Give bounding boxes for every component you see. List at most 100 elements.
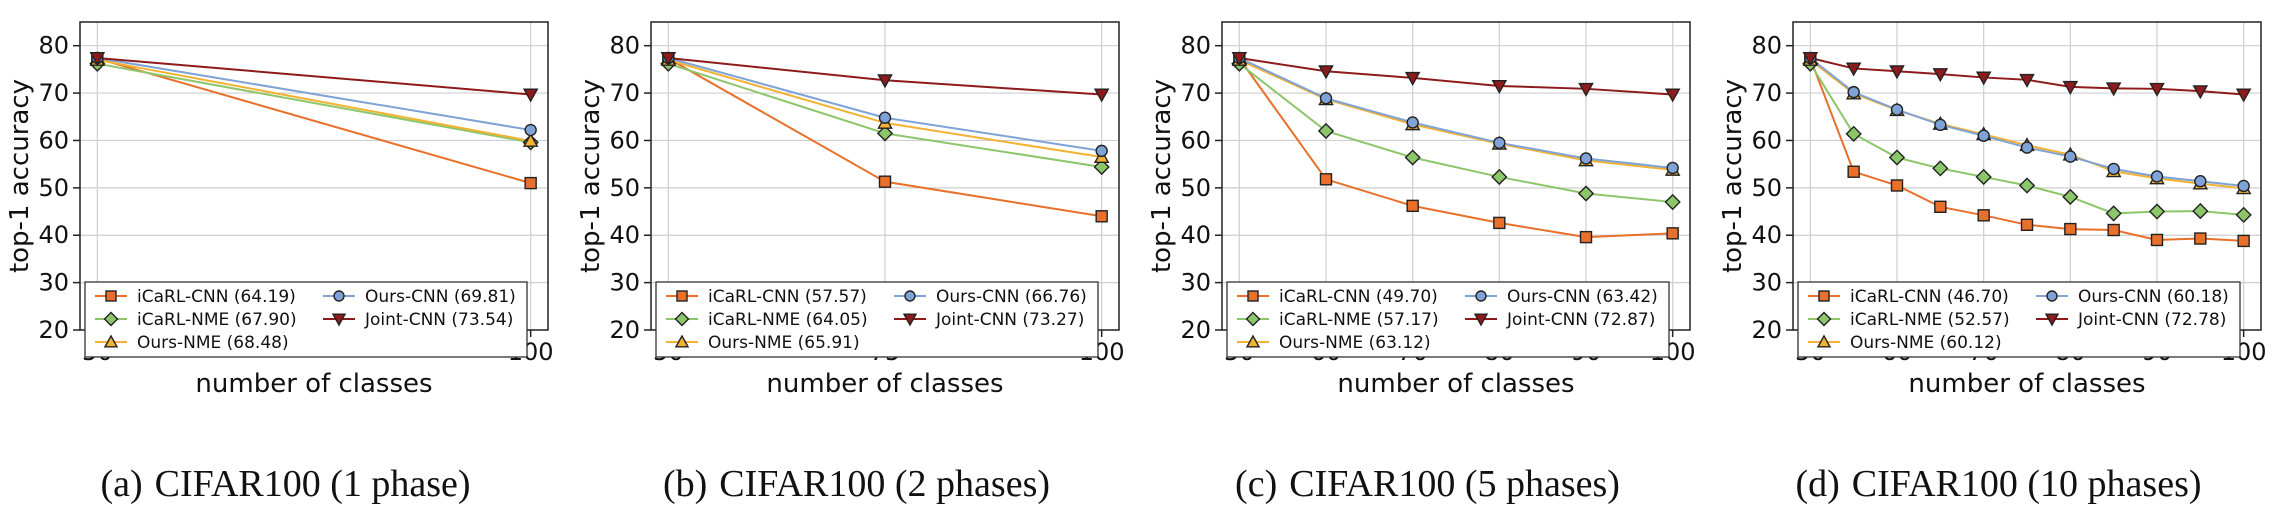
series-line-icarl_nme: [1238, 62, 1673, 204]
series-group: [1802, 51, 2252, 248]
legend-label-joint_cnn: Joint-CNN (72.78): [2077, 310, 2226, 330]
data-point-icarl_cnn: [2150, 233, 2164, 247]
data-point-icarl_cnn: [1847, 165, 1860, 178]
legend-label-icarl_cnn: iCaRL-CNN (57.57): [708, 287, 867, 307]
y-tick-label: 40: [609, 221, 640, 249]
data-point-joint_cnn: [89, 52, 106, 67]
caption-d-text: CIFAR100 (10 phases): [1851, 463, 2202, 505]
legend-label-icarl_nme: iCaRL-NME (64.05): [708, 310, 868, 330]
legend-label-icarl_nme: iCaRL-NME (52.57): [1850, 310, 2010, 330]
legend-box: [1797, 281, 2241, 358]
data-point-icarl_nme: [1404, 149, 1421, 166]
data-point-icarl_cnn: [1977, 209, 1990, 222]
legend-label-icarl_cnn: iCaRL-CNN (46.70): [1850, 287, 2009, 307]
data-point-icarl_nme: [2192, 202, 2209, 220]
data-point-icarl_cnn: [2194, 232, 2207, 245]
legend-marker-icarl_nme: [1245, 311, 1261, 327]
legend-marker-ours_nme: [103, 334, 119, 348]
data-point-ours_cnn: [1977, 129, 1990, 142]
series-line-icarl_nme: [97, 62, 531, 144]
data-point-icarl_nme: [1975, 168, 1992, 186]
caption-c-text: CIFAR100 (5 phases): [1289, 463, 1620, 505]
chart-panel-b: 203040506070805075100number of classesto…: [571, 0, 1142, 514]
legend-label-ours_nme: Ours-NME (65.91): [708, 333, 860, 353]
legend-box: [1226, 281, 1670, 358]
legend: iCaRL-CNN (49.70) iCaRL-NME (57.17) Ours-N…: [1226, 281, 1670, 358]
data-point-icarl_nme: [1093, 158, 1110, 176]
data-point-joint_cnn: [1404, 71, 1421, 86]
y-tick-label: 30: [38, 269, 69, 297]
data-point-joint_cnn: [522, 88, 539, 103]
y-tick-label: 60: [38, 126, 69, 154]
y-tick-label: 70: [609, 79, 640, 107]
data-point-icarl_cnn: [1934, 200, 1947, 214]
legend: iCaRL-CNN (57.57) iCaRL-NME (64.05) Ours-N…: [655, 281, 1099, 358]
data-point-icarl_nme: [2105, 205, 2122, 222]
y-tick-label: 30: [609, 269, 640, 297]
legend-label-joint_cnn: Joint-CNN (72.87): [1506, 310, 1655, 330]
legend-label-ours_nme: Ours-NME (63.12): [1279, 333, 1431, 353]
chart-panel-c: 203040506070805060708090100number of cla…: [1142, 0, 1713, 514]
data-point-ours_cnn: [524, 123, 537, 137]
caption-d: (d) CIFAR100 (10 phases): [1713, 462, 2284, 506]
y-tick-label: 50: [1751, 174, 1782, 202]
data-point-joint_cnn: [1932, 68, 1949, 83]
legend-box: [84, 281, 528, 358]
data-point-icarl_cnn: [1666, 227, 1679, 240]
series-group: [660, 51, 1110, 223]
data-point-joint_cnn: [660, 52, 677, 67]
series-line-ours_cnn: [97, 57, 531, 132]
series-line-icarl_cnn: [1238, 57, 1673, 239]
legend-marker-icarl_cnn: [105, 290, 117, 302]
data-point-ours_cnn: [2107, 162, 2120, 176]
data-point-icarl_nme: [876, 125, 894, 142]
data-point-joint_cnn: [1093, 88, 1110, 103]
legend-label-icarl_nme: iCaRL-NME (57.17): [1279, 310, 1439, 330]
chart-d-plot: 203040506070805060708090100number of cla…: [1718, 21, 2267, 399]
series-line-ours_nme: [1238, 58, 1673, 171]
series-line-icarl_cnn: [97, 57, 531, 185]
series-line-ours_nme: [97, 58, 531, 142]
data-point-ours_cnn: [1890, 103, 1904, 116]
legend-label-icarl_cnn: iCaRL-CNN (49.70): [1279, 287, 1438, 307]
legend-label-ours_cnn: Ours-CNN (66.76): [936, 287, 1087, 307]
y-tick-label: 20: [609, 316, 640, 344]
data-point-joint_cnn: [2235, 88, 2252, 103]
data-point-ours_cnn: [1493, 136, 1506, 150]
data-point-icarl_cnn: [1579, 230, 1593, 244]
data-point-icarl_cnn: [2020, 218, 2034, 232]
y-tick-label: 60: [1751, 126, 1782, 154]
series-group: [1231, 51, 1681, 244]
y-tick-label: 20: [1180, 316, 1211, 344]
legend-label-ours_cnn: Ours-CNN (63.42): [1507, 287, 1658, 307]
data-point-icarl_nme: [1932, 160, 1949, 177]
legend-box: [655, 281, 1099, 358]
y-tick-label: 70: [1180, 79, 1211, 107]
data-point-icarl_nme: [2062, 188, 2079, 205]
legend-label-ours_nme: Ours-NME (60.12): [1850, 333, 2002, 353]
y-tick-label: 50: [38, 174, 69, 202]
legend-marker-icarl_cnn: [1247, 290, 1259, 302]
caption-c: (c) CIFAR100 (5 phases): [1142, 462, 1713, 506]
data-point-joint_cnn: [1889, 65, 1905, 80]
data-point-icarl_cnn: [1493, 216, 1506, 230]
data-point-joint_cnn: [1318, 65, 1334, 80]
data-point-icarl_nme: [1491, 168, 1508, 186]
legend-marker-icarl_nme: [1816, 311, 1832, 327]
caption-b-label: (b): [662, 463, 708, 505]
data-point-ours_cnn: [1095, 144, 1108, 158]
y-tick-label: 50: [609, 174, 640, 202]
data-point-joint_cnn: [2019, 73, 2035, 88]
x-axis-label: number of classes: [1337, 369, 1574, 399]
legend-marker-ours_cnn: [333, 290, 345, 302]
data-point-ours_cnn: [1579, 152, 1593, 165]
data-point-ours_cnn: [2194, 175, 2207, 188]
y-tick-label: 60: [609, 126, 640, 154]
data-point-ours_cnn: [1847, 85, 1860, 99]
data-point-ours_cnn: [2064, 150, 2077, 163]
y-tick-label: 20: [1751, 316, 1782, 344]
caption-a-label: (a): [100, 463, 143, 505]
data-point-icarl_nme: [1888, 149, 1906, 166]
data-point-icarl_nme: [1845, 125, 1862, 142]
data-point-icarl_cnn: [2064, 222, 2077, 236]
